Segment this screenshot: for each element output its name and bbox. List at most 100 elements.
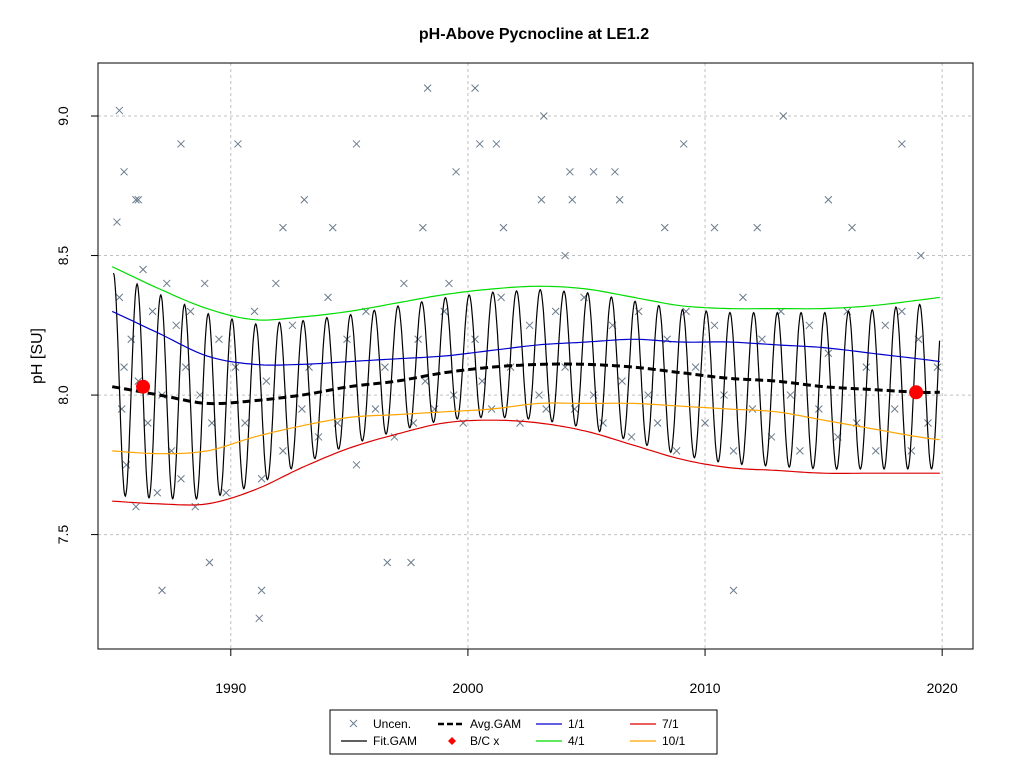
point-stroke [499, 223, 508, 232]
point-stroke [153, 488, 162, 497]
data-point-uncen [535, 391, 543, 399]
point-stroke [824, 195, 833, 204]
y-tick-label: 7.5 [55, 525, 71, 545]
data-point-uncen [729, 586, 738, 595]
point-stroke [516, 419, 524, 427]
data-point-uncen [419, 223, 427, 232]
point-stroke [381, 363, 389, 372]
point-stroke [497, 293, 505, 302]
legend-label: 10/1 [662, 734, 686, 748]
data-point-uncen [824, 195, 833, 204]
data-point-uncen [440, 307, 449, 316]
data-point-uncen [916, 251, 925, 260]
data-point-uncen [205, 558, 214, 567]
data-point-uncen [120, 363, 128, 372]
data-point-uncen [200, 279, 209, 288]
point-stroke [615, 195, 624, 204]
data-point-uncen [779, 112, 788, 120]
grid [98, 63, 973, 649]
data-point-uncen [881, 321, 890, 330]
point-stroke [440, 307, 449, 316]
point-stroke [115, 106, 124, 115]
data-point-uncen [748, 405, 757, 413]
legend-label: Fit.GAM [373, 734, 417, 748]
point-stroke [430, 405, 439, 413]
series-4-1-line [111, 266, 940, 321]
data-point-uncen [561, 251, 569, 260]
point-stroke [414, 335, 422, 344]
data-point-uncen [539, 112, 548, 120]
point-stroke [566, 167, 574, 176]
data-point-uncen [805, 321, 814, 330]
point-stroke [492, 140, 501, 148]
point-stroke [729, 447, 738, 455]
data-point-uncen [618, 377, 626, 385]
point-stroke [177, 140, 185, 148]
series-10-1-line [112, 402, 940, 455]
x-tick-label: 1990 [215, 680, 246, 696]
point-stroke [113, 218, 121, 226]
point-stroke [117, 405, 126, 413]
data-point-uncen [207, 419, 216, 427]
data-point-uncen [158, 586, 166, 595]
point-stroke [445, 279, 453, 288]
data-point-uncen [134, 195, 143, 204]
data-point-uncen [786, 391, 795, 399]
point-stroke [352, 140, 361, 148]
data-point-uncen [542, 405, 551, 413]
point-stroke [419, 223, 427, 232]
point-stroke [257, 474, 266, 483]
point-stroke [589, 167, 598, 176]
data-point-uncen [672, 447, 681, 455]
data-point-uncen [499, 223, 508, 232]
legend-label: 4/1 [568, 734, 585, 748]
legend-item-p10: 10/1 [630, 734, 686, 748]
data-point-uncen [615, 195, 624, 204]
point-stroke [551, 307, 560, 316]
point-stroke [570, 405, 579, 413]
data-point-uncen [153, 488, 162, 497]
point-stroke [796, 447, 804, 455]
point-stroke [779, 112, 788, 120]
point-stroke [452, 167, 460, 176]
data-point-uncen [172, 321, 181, 330]
legend-item-p4: 4/1 [536, 734, 585, 748]
point-stroke [148, 307, 157, 316]
data-point-uncen [113, 218, 121, 226]
point-stroke [262, 377, 271, 385]
data-point-uncen [933, 363, 942, 372]
legend-swatch [349, 719, 358, 728]
data-point-uncen [423, 84, 432, 92]
data-point-uncen [288, 321, 297, 330]
point-stroke [907, 447, 916, 455]
data-point-uncen [300, 195, 309, 204]
point-stroke [120, 167, 128, 176]
data-point-uncen [215, 335, 223, 344]
point-stroke [271, 279, 280, 288]
point-stroke [423, 84, 432, 92]
point-stroke [134, 195, 143, 204]
data-point-uncen [352, 140, 361, 148]
data-point-uncen [381, 363, 389, 372]
point-stroke [653, 419, 662, 427]
point-stroke [618, 377, 626, 385]
data-point-uncen [400, 279, 408, 288]
data-point-uncen [660, 223, 669, 232]
data-point-uncen [371, 405, 380, 413]
data-point-uncen [796, 447, 804, 455]
legend-item-p7: 7/1 [630, 717, 679, 731]
point-stroke [898, 140, 906, 148]
point-stroke [222, 488, 230, 497]
x-tick-label: 2000 [452, 680, 483, 696]
point-stroke [300, 195, 309, 204]
data-point-uncen [279, 223, 287, 232]
y-tick-label: 9.0 [55, 106, 71, 126]
legend-label: 7/1 [662, 717, 679, 731]
point-stroke [916, 251, 925, 260]
point-stroke [352, 460, 361, 469]
data-point-uncen [475, 140, 484, 148]
x-tick-label: 2010 [689, 680, 720, 696]
data-point-uncen [324, 293, 332, 302]
data-point-uncen [907, 447, 916, 455]
